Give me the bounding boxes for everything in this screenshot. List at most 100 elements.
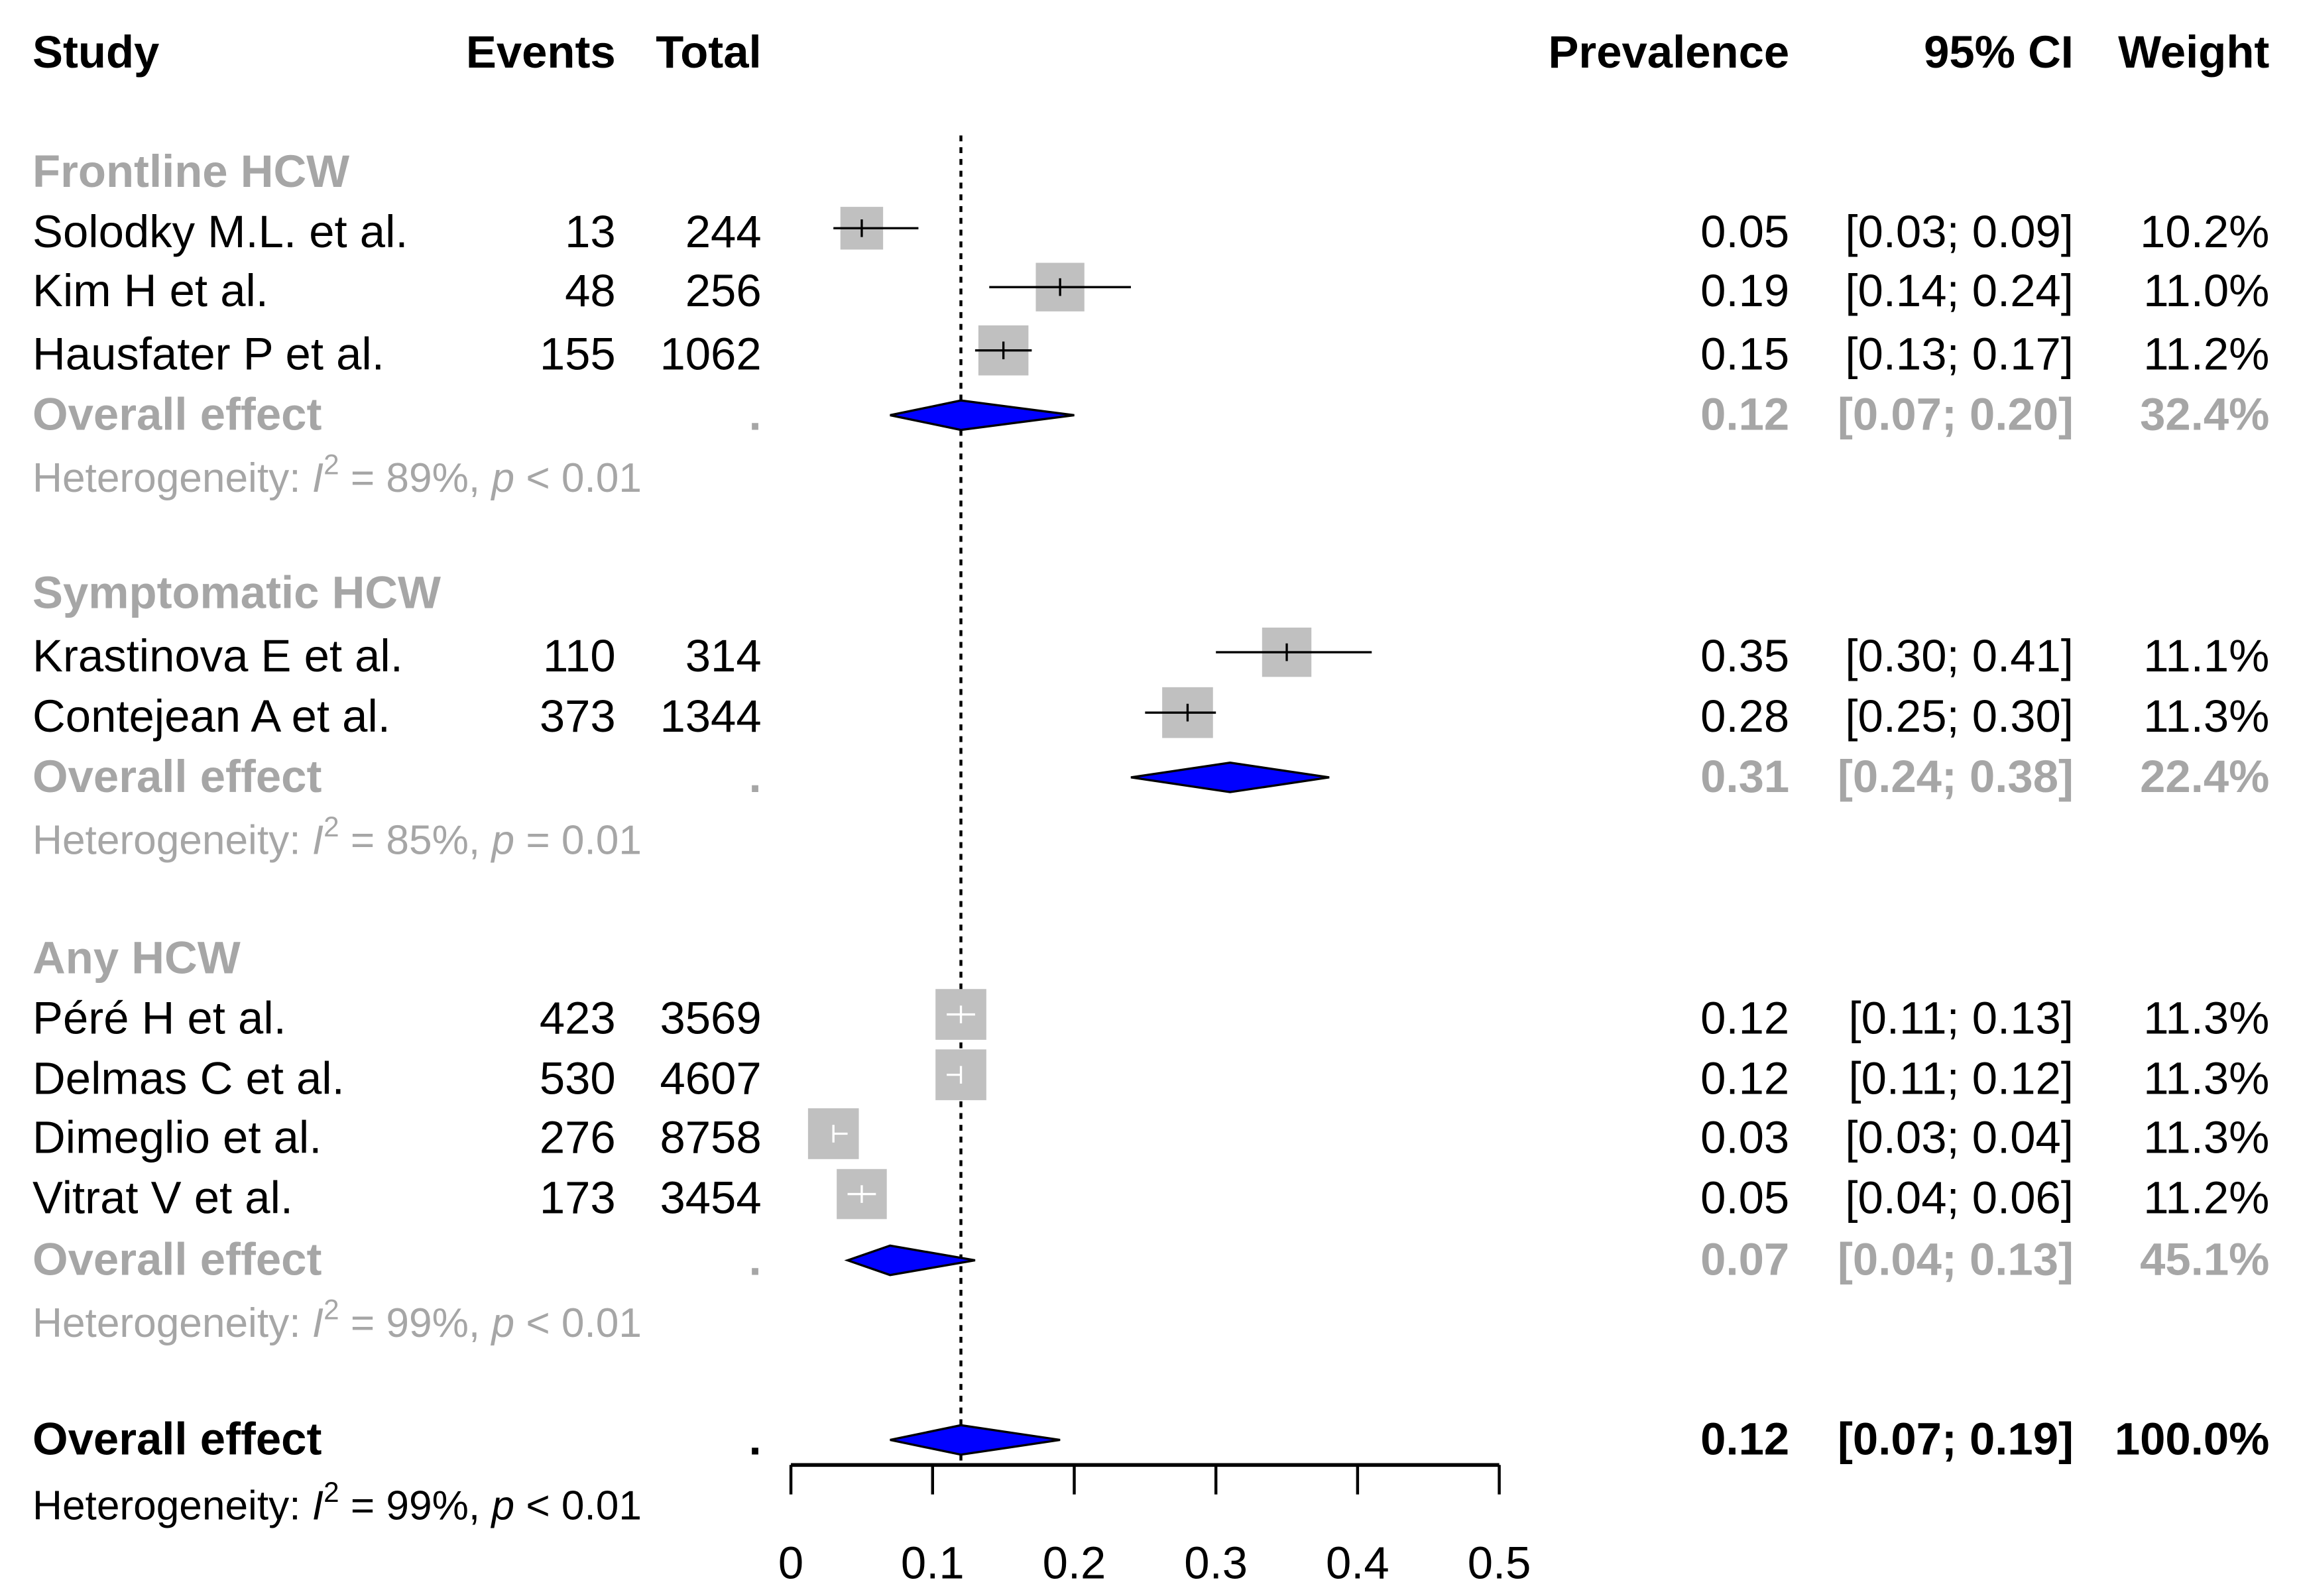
study-events: 423 <box>540 992 616 1043</box>
study-weight: 11.3% <box>2143 1053 2269 1104</box>
study-total: 314 <box>685 630 762 681</box>
study-ci: [0.04; 0.06] <box>1845 1172 2074 1223</box>
study-name: Dimeglio et al. <box>32 1112 322 1163</box>
subgroup-overall-label: Overall effect <box>32 389 322 440</box>
heterogeneity-i2: = 99%, <box>339 1300 492 1346</box>
study-total: 3454 <box>660 1172 761 1223</box>
study-prevalence: 0.05 <box>1700 206 1789 257</box>
header-weight: Weight <box>2118 27 2269 78</box>
heterogeneity-sup: 2 <box>324 811 339 842</box>
overall-heterogeneity: Heterogeneity: I2 = 99%, p < 0.01 <box>32 1477 642 1529</box>
study-weight: 10.2% <box>2140 206 2269 257</box>
subgroup-heterogeneity: Heterogeneity: I2 = 99%, p < 0.01 <box>32 1294 642 1346</box>
subgroup-overall-dot: . <box>749 751 762 802</box>
subgroup-overall-diamond <box>844 1244 976 1277</box>
x-tick-label: 0.3 <box>1184 1537 1248 1588</box>
x-axis: 0 0.1 0.2 0.3 0.4 0.5 <box>778 1463 1531 1588</box>
study-events: 155 <box>540 329 616 380</box>
heterogeneity-p: p <box>490 455 514 501</box>
subgroup-title: Frontline HCW <box>32 146 349 197</box>
heterogeneity-pval: < 0.01 <box>514 1300 642 1346</box>
subgroup-title: Symptomatic HCW <box>32 567 441 618</box>
subgroup-overall-prevalence: 0.07 <box>1700 1234 1789 1285</box>
header-ci: 95% CI <box>1924 27 2074 78</box>
subgroup-overall-prevalence: 0.31 <box>1700 751 1789 802</box>
x-tick-label: 0.2 <box>1043 1537 1106 1588</box>
study-events: 13 <box>565 206 616 257</box>
heterogeneity-i: I <box>312 1483 324 1528</box>
subgroup-overall-dot: . <box>749 1234 762 1285</box>
study-prevalence: 0.15 <box>1700 329 1789 380</box>
study-prevalence: 0.12 <box>1700 992 1789 1043</box>
study-ci: [0.11; 0.12] <box>1848 1053 2073 1104</box>
study-name: Vitrat V et al. <box>32 1172 293 1223</box>
header-study: Study <box>32 27 159 78</box>
heterogeneity-label: Heterogeneity: <box>32 1483 312 1528</box>
subgroup-overall-label: Overall effect <box>32 751 322 802</box>
heterogeneity-pval: = 0.01 <box>514 817 642 863</box>
overall-effect-prevalence: 0.12 <box>1700 1414 1789 1465</box>
study-events: 373 <box>540 691 616 742</box>
heterogeneity-pval: < 0.01 <box>514 455 642 501</box>
heterogeneity-label: Heterogeneity: <box>32 1300 312 1346</box>
x-tick-label: 0.4 <box>1326 1537 1389 1588</box>
study-total: 244 <box>685 206 762 257</box>
subgroup-overall-ci: [0.04; 0.13] <box>1838 1234 2074 1285</box>
study-weight: 11.2% <box>2143 329 2269 380</box>
heterogeneity-sup: 2 <box>324 1477 339 1508</box>
subgroup-overall-diamond <box>890 399 1075 431</box>
study-events: 530 <box>540 1053 616 1104</box>
study-ci: [0.13; 0.17] <box>1845 329 2074 380</box>
study-name: Péré H et al. <box>32 992 286 1043</box>
header-row: Study Events Total Prevalence 95% CI Wei… <box>32 27 2269 78</box>
subgroup-overall-weight: 32.4% <box>2140 389 2269 440</box>
study-ci: [0.03; 0.09] <box>1845 206 2074 257</box>
study-ci: [0.30; 0.41] <box>1845 630 2074 681</box>
study-events: 48 <box>565 265 616 316</box>
heterogeneity-pval: < 0.01 <box>514 1483 642 1528</box>
study-name: Hausfater P et al. <box>32 329 384 380</box>
heterogeneity-p: p <box>490 1483 514 1528</box>
study-total: 8758 <box>660 1112 761 1163</box>
heterogeneity-i: I <box>312 817 324 863</box>
header-events: Events <box>466 27 616 78</box>
study-prevalence: 0.03 <box>1700 1112 1789 1163</box>
study-name: Delmas C et al. <box>32 1053 345 1104</box>
study-ci: [0.14; 0.24] <box>1845 265 2074 316</box>
study-name: Solodky M.L. et al. <box>32 206 408 257</box>
study-weight: 11.3% <box>2143 1112 2269 1163</box>
study-total: 1062 <box>660 329 761 380</box>
heterogeneity-p: p <box>490 817 514 863</box>
heterogeneity-i: I <box>312 1300 324 1346</box>
subgroup-overall-diamond <box>1130 762 1330 793</box>
heterogeneity-label: Heterogeneity: <box>32 817 312 863</box>
study-total: 4607 <box>660 1053 761 1104</box>
x-tick-label: 0 <box>778 1537 803 1588</box>
subgroup-heterogeneity: Heterogeneity: I2 = 85%, p = 0.01 <box>32 811 642 864</box>
x-tick-label: 0.1 <box>901 1537 965 1588</box>
overall-effect-diamond <box>890 1424 1061 1456</box>
study-total: 3569 <box>660 992 761 1043</box>
study-events: 276 <box>540 1112 616 1163</box>
study-ci: [0.25; 0.30] <box>1845 691 2074 742</box>
study-prevalence: 0.35 <box>1700 630 1789 681</box>
study-name: Krastinova E et al. <box>32 630 403 681</box>
heterogeneity-i2: = 89%, <box>339 455 492 501</box>
study-weight: 11.3% <box>2143 992 2269 1043</box>
subgroup-title: Any HCW <box>32 932 241 983</box>
header-total: Total <box>656 27 761 78</box>
study-weight: 11.2% <box>2143 1172 2269 1223</box>
subgroup-heterogeneity: Heterogeneity: I2 = 89%, p < 0.01 <box>32 449 642 501</box>
overall-effect-ci: [0.07; 0.19] <box>1838 1414 2074 1465</box>
study-prevalence: 0.12 <box>1700 1053 1789 1104</box>
subgroup-overall-weight: 22.4% <box>2140 751 2269 802</box>
overall-effect-label: Overall effect <box>32 1414 322 1465</box>
heterogeneity-i: I <box>312 455 324 501</box>
overall-effect-weight: 100.0% <box>2115 1414 2270 1465</box>
study-weight: 11.3% <box>2143 691 2269 742</box>
subgroup-overall-ci: [0.07; 0.20] <box>1838 389 2074 440</box>
heterogeneity-label: Heterogeneity: <box>32 455 312 501</box>
study-total: 256 <box>685 265 762 316</box>
study-name: Contejean A et al. <box>32 691 390 742</box>
